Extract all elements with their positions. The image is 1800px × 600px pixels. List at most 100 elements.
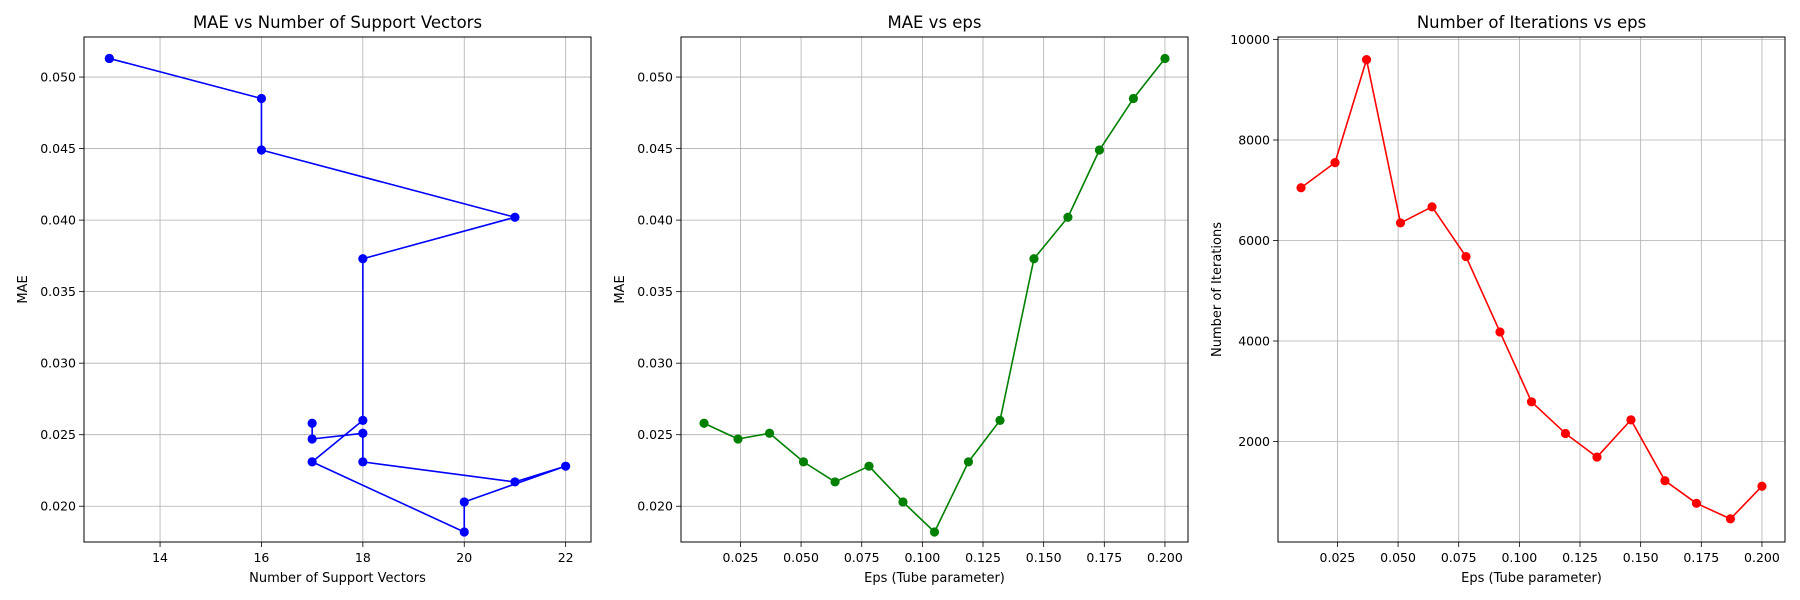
chart-3-data-point xyxy=(1757,481,1767,491)
chart-3-y-tick-label: 6000 xyxy=(1238,233,1270,248)
chart-1-data-point xyxy=(256,145,267,155)
chart-2-data-point xyxy=(1128,93,1139,104)
chart-3-data-point xyxy=(1395,218,1406,228)
chart-3-data-point xyxy=(1361,55,1372,65)
chart-2-data-point xyxy=(929,527,940,537)
chart-3-data-point xyxy=(1592,452,1602,462)
chart-1-data-point xyxy=(510,477,520,487)
chart-2-y-tick-label: 0.050 xyxy=(637,70,673,85)
chart-1-data-point xyxy=(358,254,368,264)
chart-2-x-tick-label: 0.075 xyxy=(844,550,880,565)
chart-1-y-tick-label: 0.035 xyxy=(40,284,76,299)
chart-1-x-tick-label: 18 xyxy=(355,550,371,565)
chart-1-data-point xyxy=(358,428,368,438)
chart-3-y-tick-label: 2000 xyxy=(1238,434,1270,449)
chart-1-data-point xyxy=(358,415,368,425)
chart-2-y-tick-label: 0.025 xyxy=(637,427,673,442)
chart-3-x-axis-label: Eps (Tube parameter) xyxy=(1461,571,1602,586)
chart-3-x-tick-label: 0.075 xyxy=(1441,550,1477,565)
chart-2-data-point xyxy=(1160,53,1170,64)
chart-3-title: Number of Iterations vs eps xyxy=(1417,13,1646,32)
chart-3-x-tick-label: 0.175 xyxy=(1683,550,1719,565)
chart-2-data-point xyxy=(699,418,709,428)
chart-3: 0.025 0.050 0.075 0.100 0.125 0.150 0.175 0.200… xyxy=(1210,13,1786,586)
chart-2: 0.025 0.050 0.075 0.100 0.125 0.150 0.175 0.200… xyxy=(613,13,1189,586)
chart-1-x-tick-label: 22 xyxy=(558,550,574,565)
chart-3-plot-frame xyxy=(1277,36,1786,543)
chart-2-data-point xyxy=(1063,212,1073,222)
chart-3-data-point xyxy=(1296,183,1306,193)
chart-3-data-point xyxy=(1660,476,1670,486)
chart-1-y-tick-label: 0.045 xyxy=(40,141,76,156)
chart-2-data-point xyxy=(764,428,775,438)
chart-2-x-axis-label: Eps (Tube parameter) xyxy=(864,571,1005,586)
chart-3-x-tick-label: 0.025 xyxy=(1320,550,1356,565)
chart-1-data-point xyxy=(510,212,520,222)
chart-3-series-line xyxy=(1300,58,1763,520)
chart-2-x-tick-label: 0.125 xyxy=(965,550,1001,565)
chart-3-data-point xyxy=(1626,415,1636,425)
chart-1-y-axis-label: MAE xyxy=(16,275,31,303)
chart-3-y-tick-label: 4000 xyxy=(1238,334,1270,349)
chart-1-x-axis-label: Number of Support Vectors xyxy=(249,571,426,586)
chart-1-data-point xyxy=(459,527,469,537)
chart-2-plot-frame xyxy=(680,36,1189,543)
chart-3-x-tick-label: 0.200 xyxy=(1744,550,1780,565)
chart-1-title: MAE vs Number of Support Vectors xyxy=(193,13,482,32)
chart-2-data-point xyxy=(1094,145,1105,155)
chart-3-data-point xyxy=(1427,202,1437,212)
chart-3-y-axis-label: Number of Iterations xyxy=(1210,222,1225,357)
chart-2-data-point xyxy=(733,434,743,444)
chart-1-x-tick-label: 16 xyxy=(253,550,269,565)
chart-2-data-point xyxy=(1029,254,1039,264)
chart-3-y-tick-label: 10000 xyxy=(1230,32,1270,47)
chart-3-data-point xyxy=(1560,428,1571,439)
chart-3-data-point xyxy=(1495,327,1505,337)
chart-1-plot-frame xyxy=(83,36,592,543)
chart-1-data-point xyxy=(307,457,317,467)
chart-1: 14 16 18 20 22 0.020 0.025 0.030 0.035 0.040 0.045… xyxy=(16,13,592,586)
chart-1-series-line xyxy=(109,57,567,533)
chart-2-x-tick-label: 0.175 xyxy=(1086,550,1122,565)
chart-3-data-point xyxy=(1330,158,1340,168)
chart-1-data-point xyxy=(307,418,317,428)
chart-3-data-point xyxy=(1461,251,1471,262)
chart-1-data-point xyxy=(561,461,571,471)
chart-3-x-tick-label: 0.125 xyxy=(1562,550,1598,565)
chart-2-data-point xyxy=(864,461,874,471)
chart-2-y-tick-label: 0.020 xyxy=(637,499,673,514)
chart-2-data-point xyxy=(995,415,1005,425)
chart-1-y-tick-label: 0.030 xyxy=(40,356,76,371)
chart-2-series-line xyxy=(703,57,1166,533)
chart-1-y-tick-label: 0.050 xyxy=(40,70,76,85)
chart-3-x-tick-label: 0.150 xyxy=(1623,550,1659,565)
chart-2-x-tick-label: 0.050 xyxy=(783,550,819,565)
chart-3-data-point xyxy=(1691,498,1702,508)
chart-2-title: MAE vs eps xyxy=(887,13,981,32)
chart-1-data-point xyxy=(307,434,317,444)
chart-2-y-tick-label: 0.030 xyxy=(637,356,673,371)
chart-3-data-point xyxy=(1725,514,1736,524)
chart-2-y-axis-label: MAE xyxy=(613,275,628,303)
chart-3-y-tick-label: 8000 xyxy=(1238,133,1270,148)
chart-1-y-tick-label: 0.040 xyxy=(40,213,76,228)
chart-2-y-tick-label: 0.035 xyxy=(637,284,673,299)
chart-2-x-tick-label: 0.100 xyxy=(904,550,940,565)
chart-1-data-point xyxy=(256,93,267,104)
chart-2-data-point xyxy=(963,457,974,467)
chart-1-y-tick-label: 0.025 xyxy=(40,427,76,442)
chart-2-data-point xyxy=(898,497,908,507)
chart-1-data-point xyxy=(459,497,469,507)
chart-1-data-point xyxy=(358,457,368,467)
chart-2-data-point xyxy=(798,457,809,467)
chart-1-x-tick-label: 20 xyxy=(456,550,472,565)
chart-3-x-tick-label: 0.050 xyxy=(1380,550,1416,565)
chart-3-x-tick-label: 0.100 xyxy=(1501,550,1537,565)
chart-1-y-tick-label: 0.020 xyxy=(40,499,76,514)
chart-1-x-tick-label: 14 xyxy=(152,550,168,565)
chart-2-x-tick-label: 0.200 xyxy=(1147,550,1183,565)
chart-2-y-tick-label: 0.040 xyxy=(637,213,673,228)
chart-3-data-point xyxy=(1526,397,1537,407)
chart-2-data-point xyxy=(830,477,840,487)
